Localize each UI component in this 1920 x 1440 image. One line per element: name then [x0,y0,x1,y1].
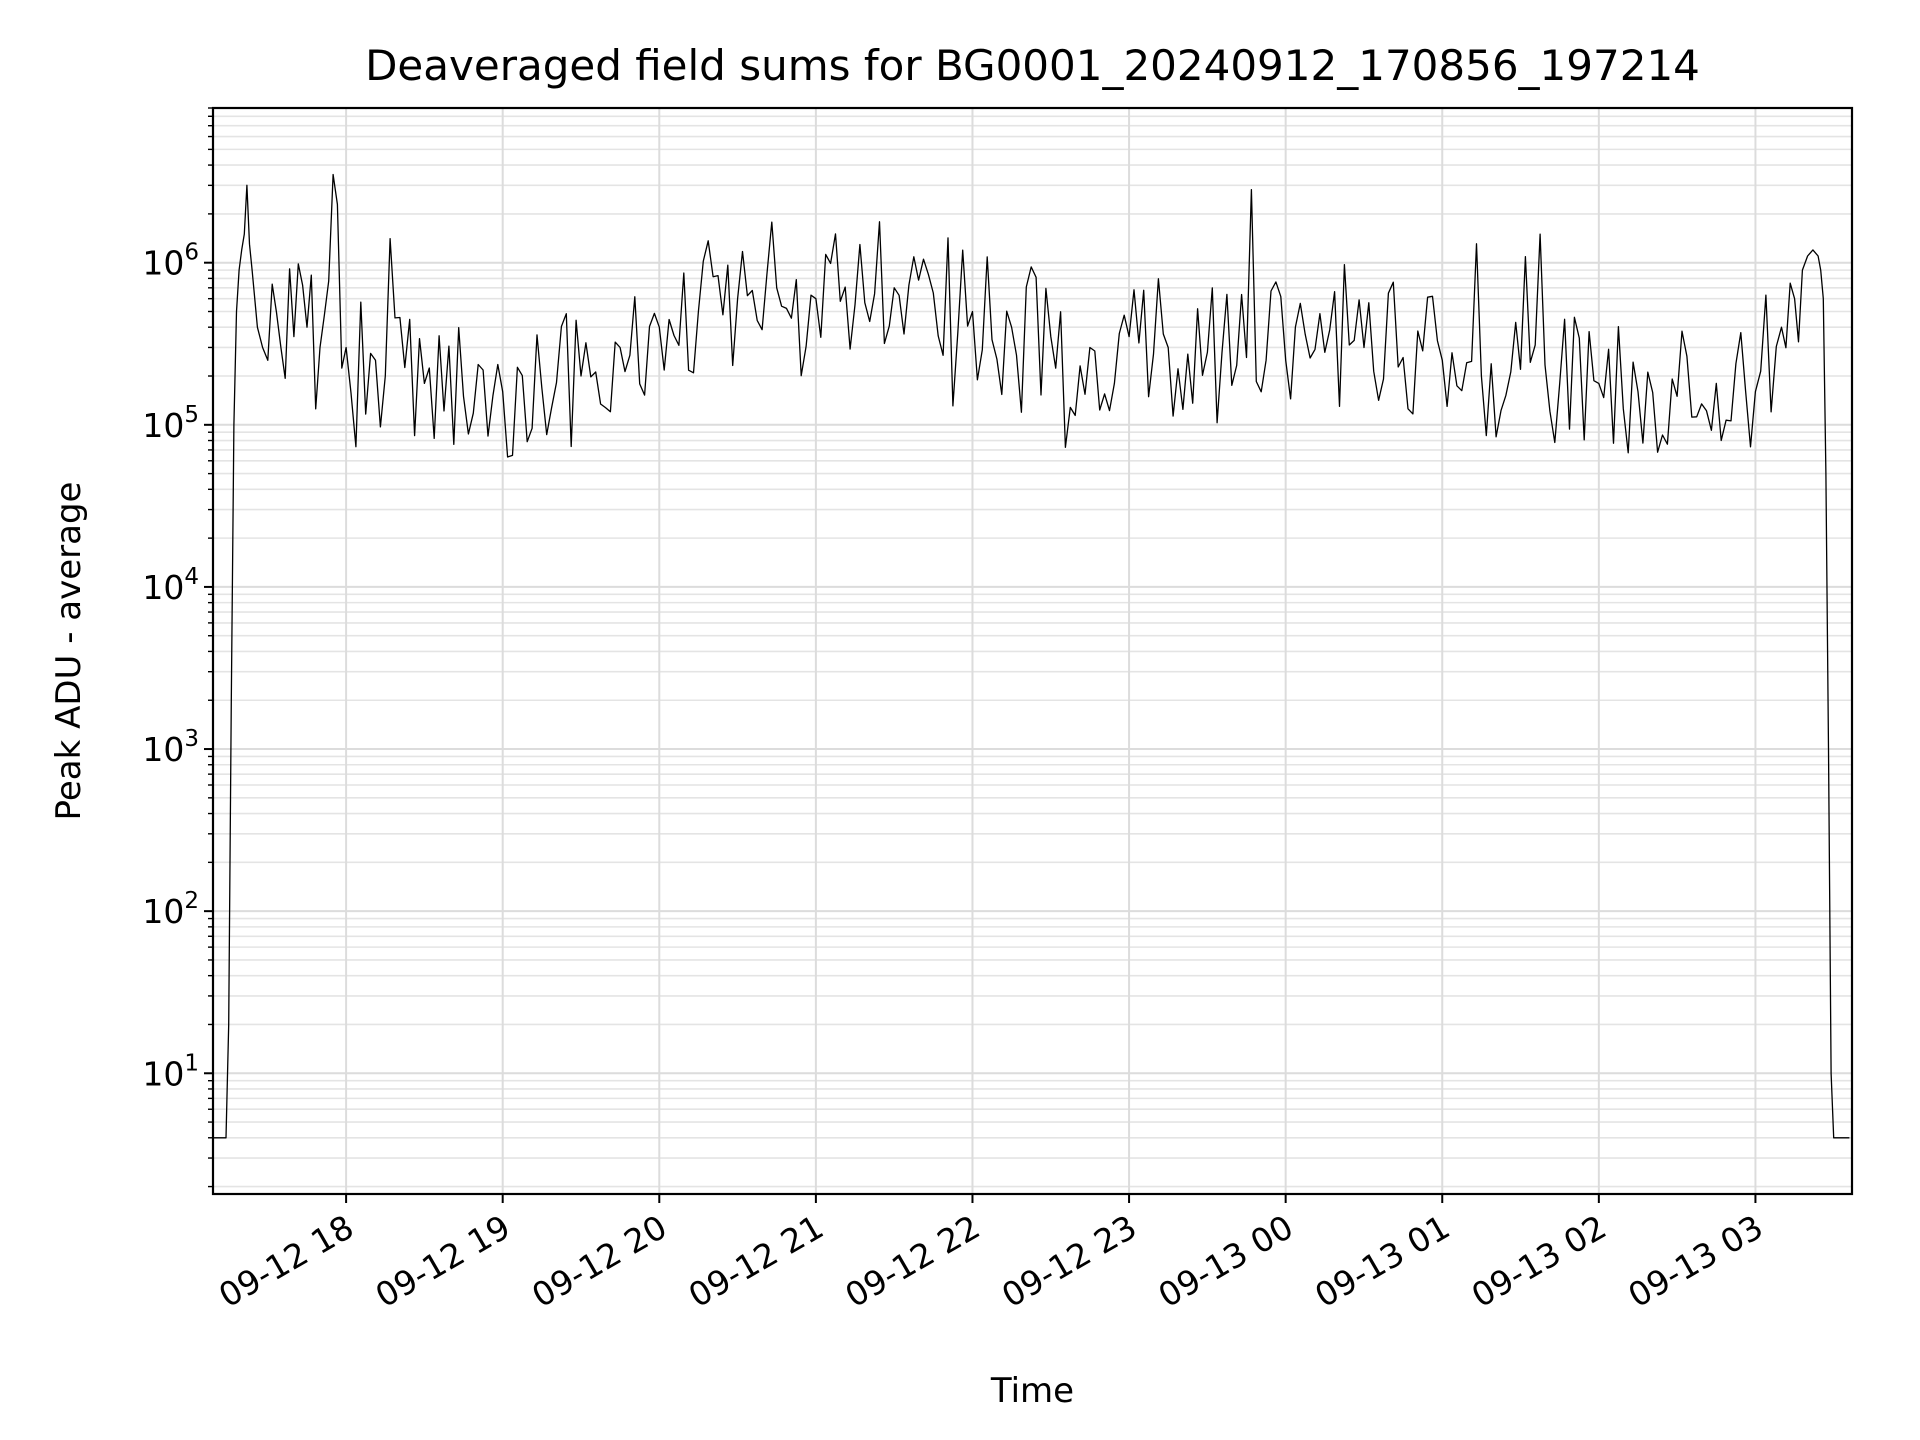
x-axis-label: Time [990,1371,1074,1411]
y-tick-label: 102 [142,888,199,931]
y-tick-label: 106 [142,240,199,283]
grid [213,107,1852,1194]
y-tick-label: 105 [142,402,199,445]
y-tick-label: 101 [142,1050,199,1093]
y-axis-label: Peak ADU - average [49,482,89,821]
series-line [213,173,1850,1139]
y-tick-label: 104 [142,564,199,607]
chart-title: Deaveraged field sums for BG0001_2024091… [365,41,1700,90]
y-tick-label: 103 [142,726,199,769]
series-layer [213,173,1850,1139]
